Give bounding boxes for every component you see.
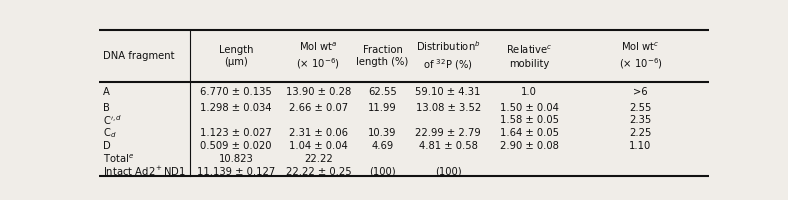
- Text: 1.58 ± 0.05: 1.58 ± 0.05: [500, 115, 559, 125]
- Text: D: D: [103, 141, 111, 151]
- Text: 2.90 ± 0.08: 2.90 ± 0.08: [500, 141, 559, 151]
- Text: 6.770 ± 0.135: 6.770 ± 0.135: [200, 87, 272, 97]
- Text: Fraction
length (%): Fraction length (%): [356, 45, 409, 67]
- Text: 1.04 ± 0.04: 1.04 ± 0.04: [289, 141, 348, 151]
- Text: Length
(μm): Length (μm): [218, 45, 253, 67]
- Text: >6: >6: [634, 87, 648, 97]
- Text: 62.55: 62.55: [368, 87, 397, 97]
- Text: 13.90 ± 0.28: 13.90 ± 0.28: [286, 87, 351, 97]
- Text: 2.55: 2.55: [630, 103, 652, 113]
- Text: C$^{\prime,d}$: C$^{\prime,d}$: [103, 114, 122, 127]
- Text: (100): (100): [435, 167, 462, 177]
- Text: Intact Ad2$^+$ND1: Intact Ad2$^+$ND1: [103, 165, 186, 178]
- Text: Relative$^c$
mobility: Relative$^c$ mobility: [506, 43, 552, 69]
- Text: Distribution$^b$
of $^{32}$P (%): Distribution$^b$ of $^{32}$P (%): [416, 40, 481, 72]
- Text: 4.81 ± 0.58: 4.81 ± 0.58: [418, 141, 478, 151]
- Text: Mol wt$^c$
(× 10$^{-6}$): Mol wt$^c$ (× 10$^{-6}$): [619, 40, 663, 71]
- Text: DNA fragment: DNA fragment: [103, 51, 175, 61]
- Text: 10.39: 10.39: [368, 128, 396, 138]
- Text: 22.22: 22.22: [304, 154, 333, 164]
- Text: Mol wt$^a$
(× 10$^{-6}$): Mol wt$^a$ (× 10$^{-6}$): [296, 40, 340, 71]
- Text: 1.50 ± 0.04: 1.50 ± 0.04: [500, 103, 559, 113]
- Text: B: B: [103, 103, 110, 113]
- Text: 11.139 ± 0.127: 11.139 ± 0.127: [197, 167, 275, 177]
- Text: 10.823: 10.823: [218, 154, 253, 164]
- Text: 1.0: 1.0: [521, 87, 537, 97]
- Text: 4.69: 4.69: [371, 141, 393, 151]
- Text: (100): (100): [369, 167, 396, 177]
- Text: 1.64 ± 0.05: 1.64 ± 0.05: [500, 128, 559, 138]
- Text: 2.66 ± 0.07: 2.66 ± 0.07: [288, 103, 348, 113]
- Text: 0.509 ± 0.020: 0.509 ± 0.020: [200, 141, 272, 151]
- Text: Total$^e$: Total$^e$: [103, 153, 135, 165]
- Text: 13.08 ± 3.52: 13.08 ± 3.52: [415, 103, 481, 113]
- Text: 2.31 ± 0.06: 2.31 ± 0.06: [289, 128, 348, 138]
- Text: C$_d$: C$_d$: [103, 126, 117, 140]
- Text: 1.123 ± 0.027: 1.123 ± 0.027: [200, 128, 272, 138]
- Text: 59.10 ± 4.31: 59.10 ± 4.31: [415, 87, 481, 97]
- Text: A: A: [103, 87, 110, 97]
- Text: 11.99: 11.99: [368, 103, 397, 113]
- Text: 22.22 ± 0.25: 22.22 ± 0.25: [285, 167, 351, 177]
- Text: 2.35: 2.35: [630, 115, 652, 125]
- Text: 1.298 ± 0.034: 1.298 ± 0.034: [200, 103, 272, 113]
- Text: 22.99 ± 2.79: 22.99 ± 2.79: [415, 128, 481, 138]
- Text: 1.10: 1.10: [630, 141, 652, 151]
- Text: 2.25: 2.25: [630, 128, 652, 138]
